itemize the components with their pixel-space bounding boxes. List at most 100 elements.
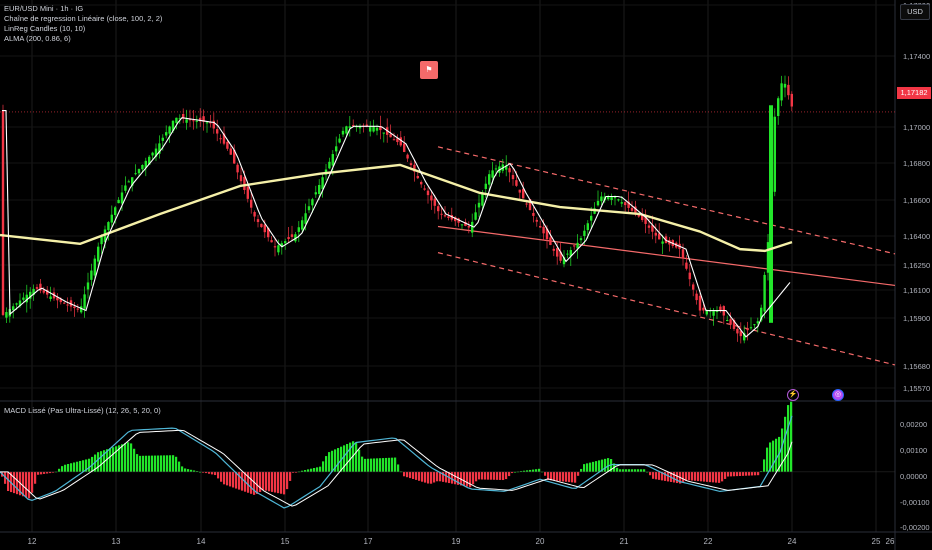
candle-body [250,199,253,208]
candle-body [120,192,124,204]
candle-body [715,310,719,313]
candle-body [236,164,239,173]
candle-body [518,189,521,193]
currency-button[interactable]: USD [900,4,930,20]
legend-linreg[interactable]: LinReg Candles (10, 10) [4,24,86,33]
candle-body [134,173,137,175]
legend-regression[interactable]: Chaîne de regression Linéaire (close, 10… [4,14,163,23]
linreg-line [2,109,791,338]
candle-body [226,141,229,149]
macd-histogram-bar [160,455,163,472]
macd-histogram-bar [220,471,223,482]
candle-body [508,168,511,173]
macd-histogram-bar [706,471,709,482]
macd-histogram-bar [439,471,442,482]
macd-histogram-bar [175,456,178,472]
macd-histogram-bar [196,471,199,472]
macd-histogram-bar [769,442,772,472]
macd-histogram-bar [643,469,646,472]
time-tick-label: 19 [452,537,461,546]
macd-histogram-bar [166,455,169,472]
macd-histogram-bar [487,471,490,480]
event-marker-icon[interactable]: ⚡ [787,389,799,401]
macd-histogram-bar [655,471,658,480]
candle-body [12,306,15,311]
candle-body [365,124,368,127]
candle-body [158,143,161,154]
price-tick-label: 1,16800 [903,159,930,168]
candle-body [66,304,69,306]
macd-histogram-bar [151,455,154,472]
macd-histogram-bar [136,454,139,472]
macd-histogram-bar [478,471,481,480]
candle-body [199,117,202,122]
macd-histogram-bar [460,471,463,486]
candle-body [661,241,664,244]
candle-body [617,199,620,201]
macd-histogram-bar [121,444,124,472]
macd-histogram-bar [736,471,739,477]
macd-histogram-bar [469,471,472,488]
legend-symbol[interactable]: EUR/USD Mini · 1h · IG [4,4,84,13]
candle-body [736,328,739,334]
indicator-lines [0,109,793,338]
candle-body [641,215,644,221]
macd-histogram-bar [379,458,382,472]
candle-body [311,199,314,206]
macd-histogram-bar [274,471,277,493]
legend-macd[interactable]: MACD Lissé (Pas Ultra-Lissé) (12, 26, 5,… [4,406,161,415]
macd-histogram-bar [604,458,607,472]
candle-body [766,242,770,273]
macd-histogram-bar [712,471,715,483]
macd-histogram-bar [697,471,700,482]
candle-body [352,125,355,127]
macd-histogram-bar [559,471,562,482]
candle-body [566,253,569,255]
candle-body [348,126,351,128]
macd-histogram-bar [742,471,745,476]
price-tick-label: 1,15570 [903,384,930,393]
macd-histogram-bar [586,463,589,472]
macd-histogram-bar [388,457,391,472]
macd-histogram-bar [532,469,535,472]
macd-histogram-bar [250,471,253,494]
macd-histogram-bar [109,448,112,472]
macd-histogram-bar [784,416,787,472]
macd-histogram-bar [463,471,466,487]
flag-icon[interactable]: ⚑ [420,61,438,79]
macd-histogram-bar [73,462,76,472]
candle-body [515,180,518,186]
macd-histogram-bar [271,471,274,492]
candle-body [573,245,576,247]
macd-histogram-bar [25,471,28,498]
macd-histogram-bar [664,471,667,481]
macd-histogram-bar [67,463,70,472]
candle-body [545,228,549,240]
macd-histogram-bar [514,471,517,473]
macd-histogram-bar [565,471,568,482]
candle-body [627,201,630,208]
macd-histogram-bar [499,471,502,480]
candle-body [732,320,736,329]
event-marker-icon[interactable]: ◎ [832,389,844,401]
macd-histogram-bar [343,445,346,472]
macd-histogram-bar [325,456,328,472]
macd-histogram-bar [790,401,793,472]
candle-body [297,227,300,232]
macd-histogram-bar [766,447,769,472]
candle-body [314,192,317,195]
price-tick-label: 1,15900 [903,314,930,323]
legend-alma[interactable]: ALMA (200, 0.86, 6) [4,34,71,43]
candle-body [270,240,273,243]
macd-histogram-bar [577,471,580,476]
candle-body [192,120,195,122]
candle-body [484,183,487,189]
macd-histogram-bar [259,471,262,493]
candle-body [331,154,334,166]
macd-histogram-bar [397,464,400,472]
candle-body [22,297,25,300]
macd-histogram-bar [61,466,64,472]
macd-tick-label: -0,00200 [900,523,930,532]
